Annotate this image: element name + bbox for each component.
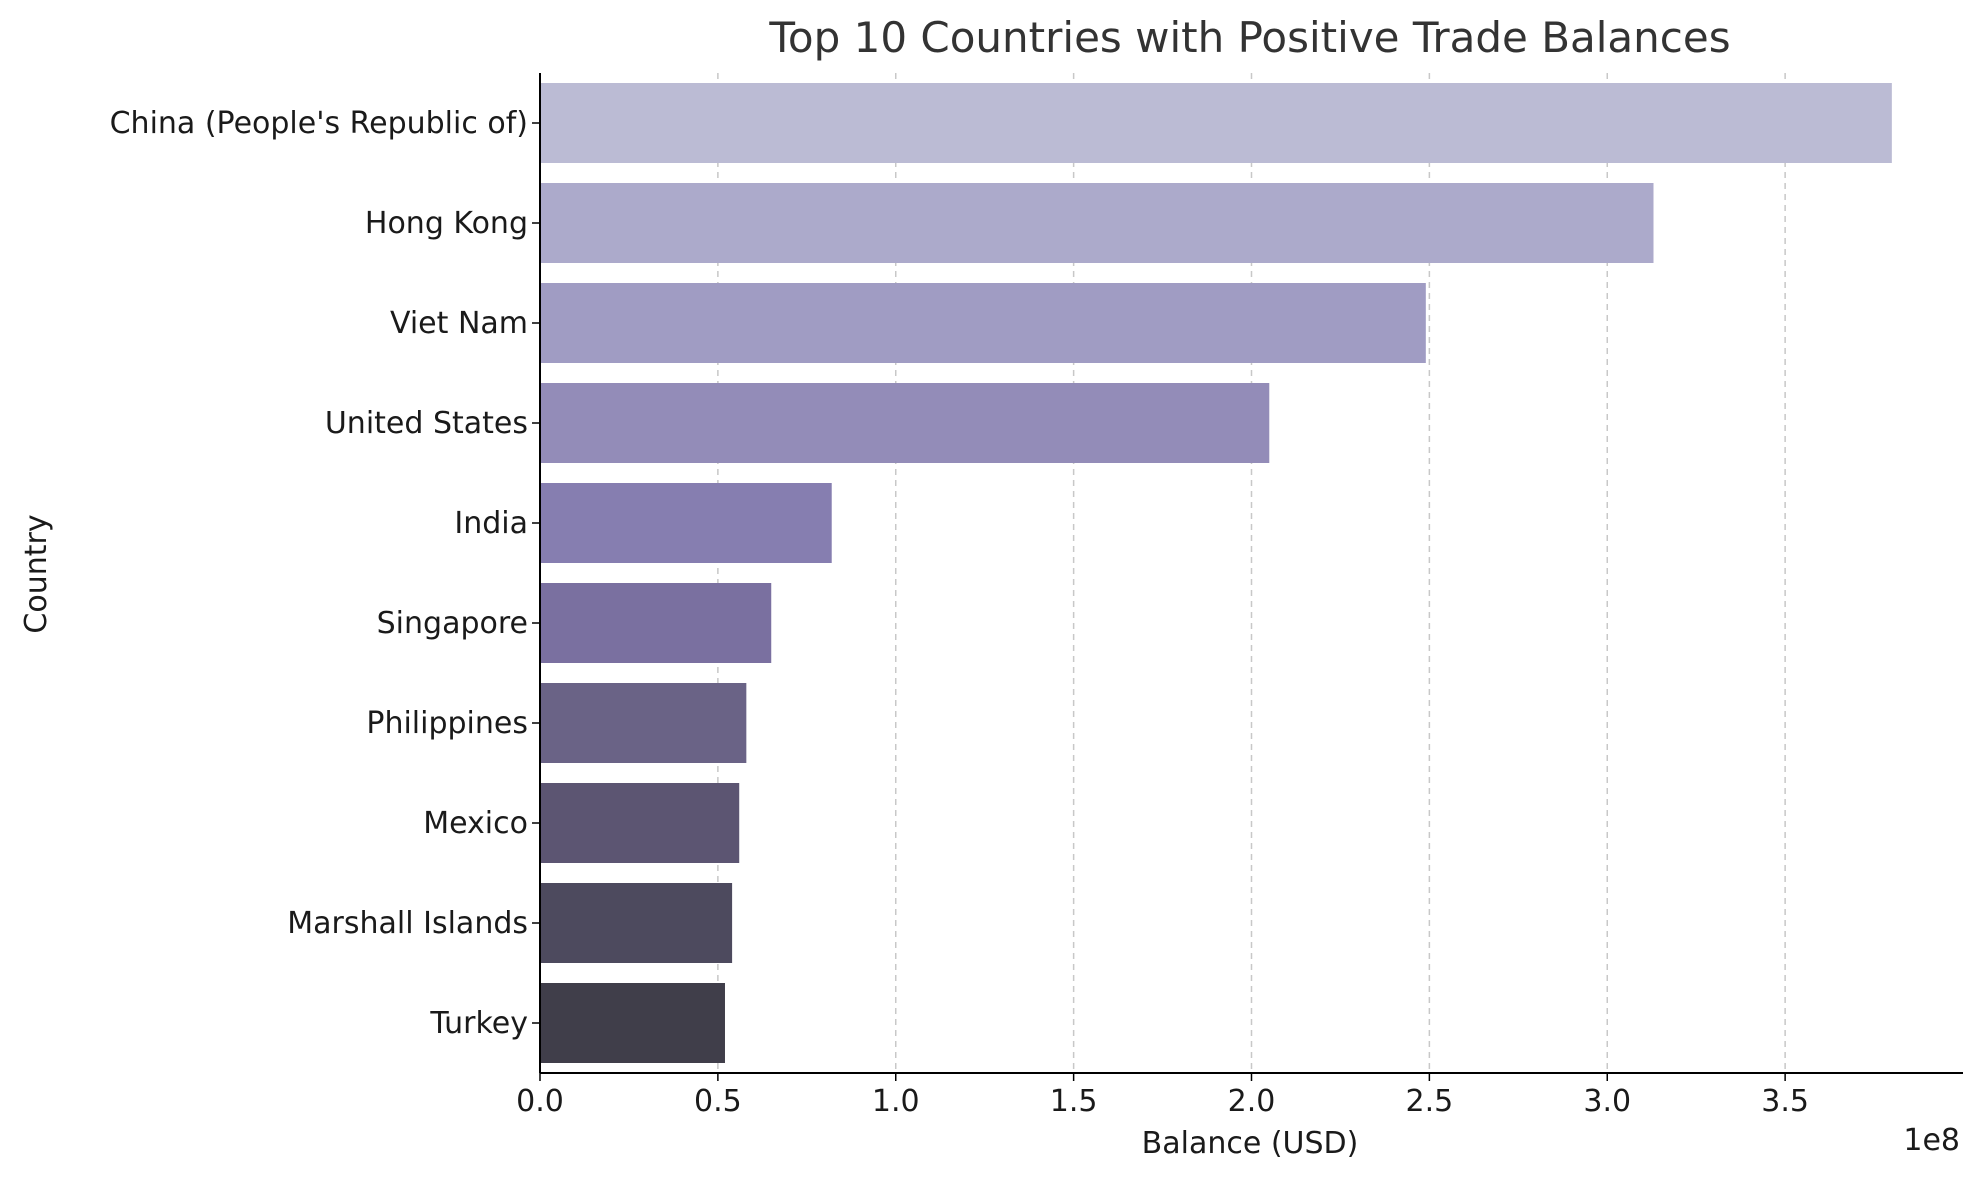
y-tick-label: India: [454, 506, 528, 541]
bar: [540, 183, 1654, 263]
chart-title: Top 10 Countries with Positive Trade Bal…: [768, 13, 1730, 62]
y-tick-label: Philippines: [366, 706, 528, 741]
y-tick-label: Singapore: [377, 606, 528, 641]
bar: [540, 783, 740, 863]
y-tick-label: Marshall Islands: [287, 906, 528, 941]
y-tick-label: Mexico: [423, 806, 528, 841]
x-tick-label: 1.0: [872, 1084, 920, 1119]
x-tick-label: 0.0: [516, 1084, 564, 1119]
x-tick-label: 0.5: [694, 1084, 742, 1119]
y-axis-label: Country: [19, 514, 54, 633]
x-tick-label: 2.5: [1406, 1084, 1454, 1119]
bars: [540, 83, 1892, 1063]
bar: [540, 83, 1892, 163]
y-tick-label: Hong Kong: [365, 206, 528, 241]
bar: [540, 683, 747, 763]
x-axis-offset-label: 1e8: [1903, 1123, 1960, 1158]
y-tick-label: China (People's Republic of): [110, 106, 528, 141]
bar: [540, 283, 1426, 363]
y-tick-label: United States: [325, 406, 528, 441]
x-tick-label: 3.5: [1761, 1084, 1809, 1119]
y-tick-label: Viet Nam: [390, 306, 528, 341]
x-tick-label: 3.0: [1583, 1084, 1631, 1119]
y-tick-label: Turkey: [429, 1006, 528, 1041]
y-axis-ticks: China (People's Republic of) Hong Kong Vie…: [110, 106, 540, 1041]
x-axis-label: Balance (USD): [1142, 1126, 1359, 1161]
x-tick-label: 2.0: [1228, 1084, 1276, 1119]
x-axis-ticks: 0.0 0.5 1.0 1.5 2.0 2.5 3.0 3.5: [516, 1073, 1809, 1119]
x-tick-label: 1.5: [1050, 1084, 1098, 1119]
bar: [540, 983, 725, 1063]
bar: [540, 883, 733, 963]
bar: [540, 483, 832, 563]
bar: [540, 383, 1270, 463]
bar: [540, 583, 772, 663]
